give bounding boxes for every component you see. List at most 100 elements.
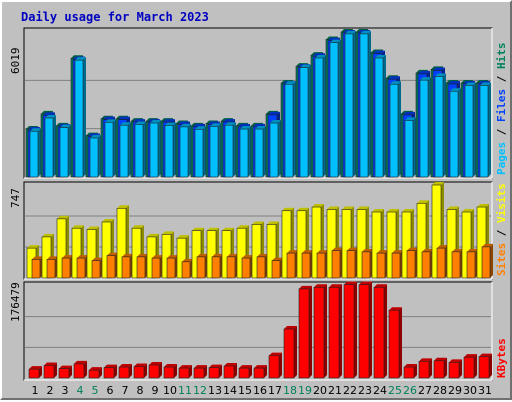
day-label: 14 [223, 384, 237, 397]
day-label: 23 [358, 384, 372, 397]
day-label: 9 [152, 384, 159, 397]
day-label: 22 [343, 384, 357, 397]
kbytes-bar [403, 364, 417, 379]
sites-bar [466, 248, 478, 279]
kbytes-bar [253, 365, 267, 379]
sites-bar [301, 250, 313, 279]
day-label: 12 [193, 384, 207, 397]
sites-bar [106, 252, 118, 279]
pages-bar [434, 73, 446, 178]
pages-bar [479, 82, 491, 178]
kbytes-bar [448, 359, 462, 379]
day-label: 6 [107, 384, 114, 397]
sites-bar [391, 250, 403, 279]
kbytes-bar [358, 281, 372, 379]
sites-bar [481, 243, 493, 279]
sites-bar [31, 256, 43, 279]
day-label: 5 [92, 384, 99, 397]
pages-bar [209, 123, 221, 178]
hits-panel-max-label: 6019 [9, 48, 22, 75]
pages-bar [29, 128, 41, 178]
kbytes-bar [103, 364, 117, 379]
day-label: 30 [463, 384, 477, 397]
day-label: 27 [418, 384, 432, 397]
sites-bar [271, 257, 283, 279]
sites-bar [286, 250, 298, 279]
hits-panel-legend: Pages / Files / Hits [495, 43, 508, 176]
day-label: 11 [178, 384, 192, 397]
kbytes-bar [193, 365, 207, 379]
kbytes-bar [148, 361, 162, 379]
kbytes-bar [388, 307, 402, 379]
sites-bar [91, 257, 103, 279]
kbytes-bar [283, 325, 297, 379]
kbytes-bar [118, 364, 132, 379]
day-label: 4 [77, 384, 84, 397]
day-label: 20 [313, 384, 327, 397]
chart-title: Daily usage for March 2023 [21, 10, 209, 24]
sites-bar [436, 245, 448, 279]
kbytes-bar [163, 364, 177, 379]
day-label: 31 [478, 384, 492, 397]
kbytes-bar [313, 284, 327, 379]
pages-bar [344, 30, 356, 178]
kbytes-bar [373, 284, 387, 379]
legend-sites: Sites [495, 243, 508, 276]
visits-panel-max-label: 747 [9, 188, 22, 208]
pages-bar [299, 64, 311, 178]
sites-bar [181, 258, 193, 279]
visits-bar [56, 215, 69, 279]
pages-bar [464, 82, 476, 178]
kbytes-bar [28, 366, 42, 379]
kbytes-panel: 176479 KBytes [9, 281, 508, 381]
legend-files: Files [495, 89, 508, 122]
pages-bar [449, 88, 461, 178]
kbytes-bar [328, 284, 342, 379]
sites-bar [241, 255, 253, 279]
sites-bar [196, 253, 208, 279]
day-label: 21 [328, 384, 342, 397]
sites-bar [46, 256, 58, 279]
day-label: 10 [163, 384, 177, 397]
hits-panel: 6019 Pages / Files / Hits [9, 27, 508, 179]
sites-bar [316, 250, 328, 279]
visits-bar [371, 209, 384, 279]
day-label: 18 [283, 384, 297, 397]
sites-bar [226, 253, 238, 279]
sites-bar [421, 248, 433, 279]
sites-bar [346, 247, 358, 279]
pages-bar [89, 134, 101, 178]
day-label: 7 [122, 384, 129, 397]
sites-bar [406, 247, 418, 279]
pages-bar [44, 114, 56, 178]
pages-bar [404, 117, 416, 178]
day-label: 24 [373, 384, 387, 397]
sites-bar [361, 248, 373, 279]
kbytes-panel-legend: KBytes [495, 338, 508, 378]
kbytes-bar [223, 363, 237, 379]
kbytes-bar [463, 354, 477, 379]
kbytes-bar [433, 357, 447, 379]
day-label: 29 [448, 384, 462, 397]
day-label: 19 [298, 384, 312, 397]
pages-bar [419, 77, 431, 178]
day-label: 8 [137, 384, 144, 397]
sites-bar [211, 253, 223, 279]
kbytes-bar [478, 353, 492, 379]
kbytes-bar [298, 285, 312, 379]
pages-bar [164, 122, 176, 178]
legend-visits: Visits [495, 183, 508, 223]
kbytes-bar [343, 281, 357, 379]
day-label: 28 [433, 384, 447, 397]
kbytes-bar [133, 363, 147, 379]
svg-text:Sites / Visits: Sites / Visits [495, 183, 508, 276]
pages-bar [149, 120, 161, 178]
kbytes-bar [73, 360, 87, 379]
pages-bar [194, 126, 206, 178]
sites-bar [76, 255, 88, 279]
pages-bar [74, 57, 86, 178]
pages-bar [254, 126, 266, 178]
day-label: 1 [32, 384, 39, 397]
